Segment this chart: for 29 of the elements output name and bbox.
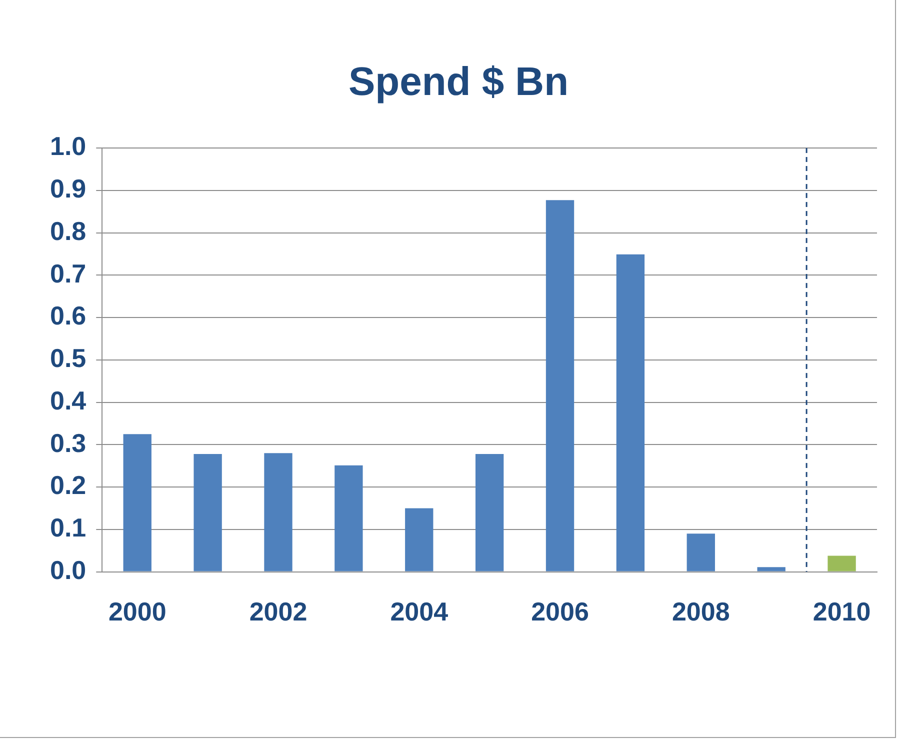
- bar: [616, 254, 645, 572]
- bar: [123, 434, 152, 572]
- bar: [194, 454, 222, 572]
- chart-title: Spend $ Bn: [348, 60, 569, 104]
- x-tick-label: 2006: [531, 596, 589, 627]
- x-tick-label: 2004: [390, 596, 449, 627]
- y-tick-label: 1.0: [50, 131, 86, 162]
- y-tick-label: 0.5: [50, 343, 86, 374]
- x-tick-label: 2010: [812, 596, 871, 627]
- bar: [546, 200, 574, 572]
- bar: [828, 556, 856, 572]
- bar: [686, 534, 715, 572]
- y-tick-label: 0.9: [50, 174, 86, 204]
- y-tick-label: 0.3: [50, 428, 86, 458]
- y-tick-label: 0.6: [50, 300, 86, 331]
- y-tick-label: 0.8: [50, 216, 86, 246]
- bar: [264, 453, 292, 572]
- bar: [475, 454, 504, 572]
- bar: [757, 567, 786, 572]
- y-tick-label: 0.4: [50, 385, 87, 416]
- y-tick-label: 0.0: [50, 554, 86, 585]
- y-tick-label: 0.7: [50, 258, 86, 288]
- x-tick-label: 2008: [672, 596, 730, 627]
- y-tick-label: 0.2: [50, 470, 86, 500]
- x-tick-label: 2002: [249, 596, 308, 627]
- y-tick-label: 0.1: [50, 512, 86, 543]
- x-tick-label: 2000: [108, 596, 166, 627]
- bar: [405, 508, 434, 572]
- bar: [334, 465, 363, 572]
